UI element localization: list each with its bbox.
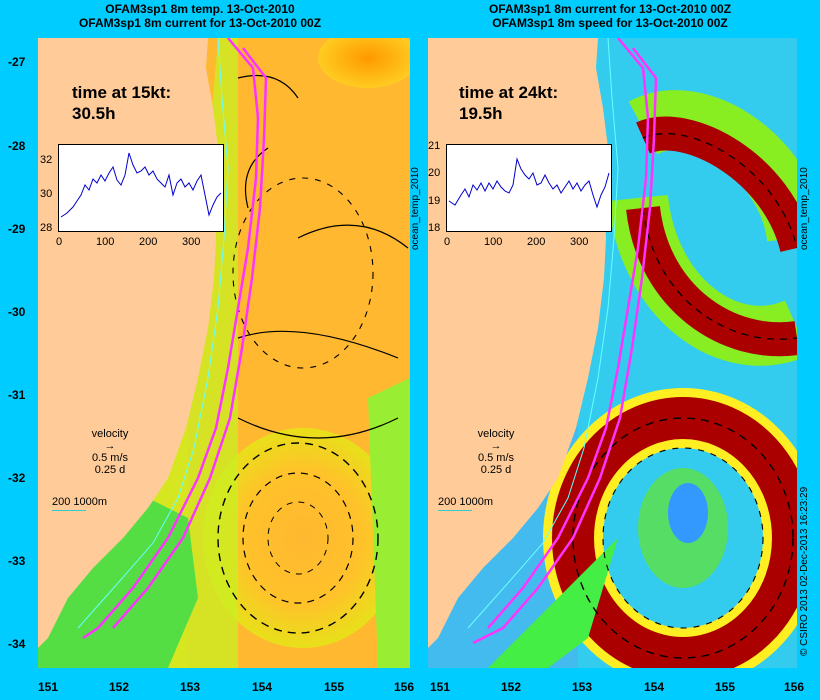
right-map-svg: [428, 38, 797, 668]
x-tick: 151: [37, 680, 59, 694]
left-inset-xtick: 300: [182, 236, 201, 248]
left-title: OFAM3sp1 8m temp. 13-Oct-2010 OFAM3sp1 8…: [20, 2, 380, 30]
left-inset-xtick: 100: [96, 236, 115, 248]
right-inset-plot: [446, 144, 612, 232]
warm-eddy: [203, 428, 403, 648]
velocity-speed: 0.5 m/s: [91, 452, 129, 464]
left-velocity-key: velocity → 0.5 m/s 0.25 d: [80, 428, 140, 476]
velocity-arrow-field: [217, 74, 409, 634]
right-time-label: time at 24kt: 19.5h: [459, 82, 558, 124]
x-tick: 153: [571, 680, 593, 694]
left-inset-ytick: 28: [40, 222, 53, 234]
right-inset-xtick: 200: [527, 236, 546, 248]
route-southbound: [487, 38, 650, 629]
left-temperature-map: [38, 38, 410, 668]
right-title: OFAM3sp1 8m current for 13-Oct-2010 00Z …: [430, 2, 790, 30]
depth-contour: [77, 38, 229, 629]
x-tick: 156: [393, 680, 415, 694]
left-inset-plot: [58, 144, 224, 232]
y-tick: -34: [8, 637, 26, 651]
left-inset-ytick: 30: [40, 188, 53, 200]
y-tick: -27: [8, 55, 26, 69]
left-inset-xtick: 0: [56, 236, 63, 248]
velocity-duration: 0.25 d: [94, 464, 126, 476]
right-inset-ytick: 20: [428, 167, 441, 179]
left-time-label: time at 15kt: 30.5h: [72, 82, 171, 124]
right-inset-xtick: 100: [484, 236, 503, 248]
left-inset-xtick: 200: [139, 236, 158, 248]
left-side-label: ocean_temp_2010: [410, 167, 421, 250]
x-tick: 151: [429, 680, 451, 694]
y-tick: -33: [8, 554, 26, 568]
y-tick: -29: [8, 222, 26, 236]
y-tick: -30: [8, 305, 26, 319]
velocity-arrow-field: [572, 133, 797, 659]
footer-credit: © CSIRO 2013 02-Dec-2013 16:23:29: [799, 486, 810, 656]
velocity-arrow-icon: →: [104, 440, 116, 452]
right-inset-ytick: 21: [428, 140, 441, 152]
right-inset-xtick: 0: [444, 236, 451, 248]
left-time-text: time at 15kt:: [72, 83, 172, 102]
velocity-duration: 0.25 d: [480, 464, 512, 476]
right-inset-ytick: 18: [428, 222, 441, 234]
depth-contour: [467, 38, 619, 629]
right-inset-xtick: 300: [570, 236, 589, 248]
right-time-value: 19.5h: [459, 104, 503, 123]
right-inset-ytick: 19: [428, 195, 441, 207]
left-time-value: 30.5h: [72, 104, 116, 123]
right-side-label: ocean_temp_2010: [799, 167, 810, 250]
x-tick: 156: [783, 680, 805, 694]
x-tick: 154: [251, 680, 273, 694]
left-inset-ytick: 32: [40, 154, 53, 166]
depth-legend-text: 200 1000m: [438, 496, 494, 508]
right-inset-svg: [448, 157, 610, 209]
left-title-line2: OFAM3sp1 8m current for 13-Oct-2010 00Z: [78, 16, 322, 30]
right-title-line1: OFAM3sp1 8m current for 13-Oct-2010 00Z: [488, 2, 732, 16]
route-southbound: [82, 38, 260, 640]
depth-legend-line: [438, 510, 472, 511]
cool-east-band: [368, 378, 410, 668]
right-depth-legend: 200 1000m: [438, 496, 493, 511]
x-tick: 152: [108, 680, 130, 694]
y-tick: -31: [8, 388, 26, 402]
x-tick: 153: [179, 680, 201, 694]
left-map-svg: [38, 38, 410, 668]
right-title-line2: OFAM3sp1 8m speed for 13-Oct-2010 00Z: [492, 16, 728, 30]
x-tick: 152: [500, 680, 522, 694]
depth-legend-text: 200 1000m: [52, 496, 108, 508]
right-velocity-key: velocity → 0.5 m/s 0.25 d: [466, 428, 526, 476]
left-depth-legend: 200 1000m: [52, 496, 107, 511]
velocity-label: velocity: [91, 428, 129, 440]
y-tick: -28: [8, 139, 26, 153]
route-northbound: [472, 47, 658, 645]
x-tick: 155: [714, 680, 736, 694]
velocity-arrow-icon: →: [490, 440, 502, 452]
velocity-label: velocity: [477, 428, 515, 440]
route-northbound: [112, 47, 268, 629]
y-tick: -32: [8, 471, 26, 485]
left-title-line1: OFAM3sp1 8m temp. 13-Oct-2010: [105, 2, 295, 16]
right-speed-map: [428, 38, 797, 668]
warm-core-north: [318, 38, 410, 88]
velocity-speed: 0.5 m/s: [477, 452, 515, 464]
x-tick: 154: [643, 680, 665, 694]
depth-legend-line: [52, 510, 86, 511]
right-time-text: time at 24kt:: [459, 83, 559, 102]
x-tick: 155: [323, 680, 345, 694]
left-inset-svg: [60, 152, 222, 218]
